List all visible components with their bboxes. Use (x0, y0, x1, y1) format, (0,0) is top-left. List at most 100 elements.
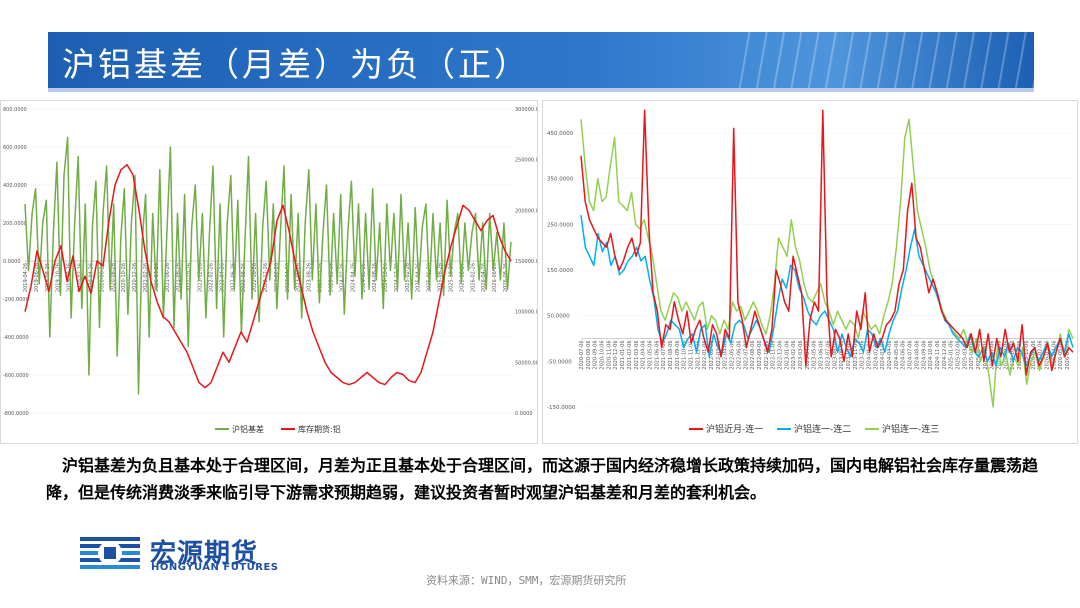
left-x-tick-3: 2019-10-26 (56, 263, 62, 292)
right-x-tick-27: 2022-10-06 (764, 341, 770, 370)
left-y-tick-8: -800.0000 (3, 411, 29, 417)
right-x-tick-68: 2026-03-06 (1045, 341, 1051, 370)
basis-chart-svg: 800.0000 600.0000 400.0000 200.0000 0.0000 -2… (3, 107, 548, 434)
left-x-tick-9: 2020-10-26 (121, 263, 127, 292)
right-x-tick-14: 2021-09-06 (675, 341, 681, 370)
left-y-tick-7: -600.0000 (3, 373, 29, 379)
left-x-tick-43: 2026-06-26 (492, 263, 498, 292)
right-x-tick-46: 2024-05-06 (894, 341, 900, 370)
left-legend-label-1: 库存期货:铝 (298, 424, 341, 434)
right-x-tick-28: 2022-11-06 (771, 341, 777, 370)
left-x-tick-41: 2026-02-26 (470, 263, 476, 292)
left-x-tick-17: 2022-02-26 (209, 263, 215, 292)
right-x-tick-42: 2024-01-06 (867, 341, 873, 370)
right-x-tick-21: 2022-04-06 (723, 341, 729, 370)
right-y-tick-3: 150000.0000 (515, 259, 537, 265)
right-x-tick-15: 2021-10-06 (682, 341, 688, 370)
left-x-tick-38: 2025-08-26 (438, 263, 444, 292)
right-y-tick-6: 0.0000 (515, 411, 533, 417)
right-x-tick-36: 2023-07-06 (825, 341, 831, 370)
left-y-tick-5: -200.0000 (3, 297, 29, 303)
right-x-tick-48: 2024-07-06 (908, 341, 914, 370)
left-x-tick-8: 2020-08-26 (110, 263, 116, 292)
right-x-tick-20: 2022-03-06 (716, 341, 722, 370)
left-legend-label-0: 沪铝基差 (232, 424, 264, 434)
right-chart-y-tick-6: -150.0000 (547, 405, 576, 411)
left-x-tick-33: 2024-10-26 (383, 263, 389, 292)
left-y-tick-4: 0.0000 (3, 259, 21, 265)
right-chart-y-tick-2: 250.0000 (547, 222, 574, 228)
left-y-tick-6: -400.0000 (3, 335, 29, 341)
right-x-tick-45: 2024-04-06 (887, 341, 893, 370)
left-x-tick-44: 2026-08-26 (503, 263, 509, 292)
right-y-tick-4: 100000.0000 (515, 310, 537, 316)
right-x-tick-19: 2022-02-06 (709, 341, 715, 370)
left-x-tick-31: 2024-06-26 (361, 263, 367, 292)
left-y-tick-1: 600.0000 (3, 145, 27, 151)
right-x-tick-7: 2021-02-06 (627, 341, 633, 370)
right-x-tick-52: 2024-11-06 (935, 341, 941, 370)
title-bar: 沪铝基差（月差）为负（正） (48, 32, 1034, 88)
right-x-tick-44: 2024-03-06 (880, 341, 886, 370)
left-x-tick-16: 2021-12-26 (198, 263, 204, 292)
left-x-tick-14: 2021-08-26 (176, 263, 182, 292)
right-x-tick-0: 2020-07-06 (579, 341, 585, 370)
right-y-tick-1: 250000.0000 (515, 158, 537, 164)
left-y-tick-3: 200.0000 (3, 221, 27, 227)
right-x-tick-55: 2025-02-06 (956, 341, 962, 370)
company-english-name: HONGYUAN FUTURES (151, 562, 279, 573)
right-x-tick-49: 2024-08-06 (914, 341, 920, 370)
spread-near-1-line (580, 109, 1074, 376)
spread-chart-svg: 450.0000 350.0000 250.0000 150.0000 50.0000 -… (547, 109, 1074, 435)
right-x-tick-16: 2021-11-06 (689, 341, 695, 370)
left-x-tick-21: 2022-10-26 (252, 263, 258, 292)
left-x-tick-35: 2025-02-26 (405, 263, 411, 292)
spread-chart: 450.0000 350.0000 250.0000 150.0000 50.0000 -… (542, 100, 1078, 444)
right-x-tick-69: 2026-04-06 (1051, 341, 1057, 370)
right-x-tick-40: 2023-11-06 (853, 341, 859, 370)
right-chart-y-tick-5: -50.0000 (547, 359, 572, 365)
right-x-tick-67: 2026-02-06 (1038, 341, 1044, 370)
company-logo (80, 537, 140, 569)
right-x-tick-29: 2022-12-06 (778, 341, 784, 370)
right-x-tick-13: 2021-08-06 (668, 341, 674, 370)
right-chart-y-tick-3: 150.0000 (547, 268, 574, 274)
left-x-tick-13: 2021-06-26 (165, 263, 171, 292)
right-y-tick-0: 300000.0000 (515, 107, 537, 113)
right-y-tick-2: 200000.0000 (515, 208, 537, 214)
left-y-tick-0: 800.0000 (3, 107, 27, 113)
title-decoration (734, 32, 1034, 88)
right-x-tick-26: 2022-09-06 (757, 341, 763, 370)
right-x-tick-56: 2025-03-06 (962, 341, 968, 370)
right-x-tick-31: 2023-02-06 (791, 341, 797, 370)
left-x-tick-42: 2026-04-26 (481, 263, 487, 292)
right-x-tick-54: 2025-01-06 (949, 341, 955, 370)
right-x-tick-47: 2024-06-06 (901, 341, 907, 370)
right-legend-label-2: 沪铝连一-连三 (882, 423, 939, 435)
right-x-tick-22: 2022-05-06 (730, 341, 736, 370)
right-x-tick-34: 2023-05-06 (812, 341, 818, 370)
left-x-tick-26: 2023-08-26 (307, 263, 313, 292)
right-x-tick-63: 2025-10-06 (1010, 341, 1016, 370)
left-x-tick-23: 2023-02-26 (274, 263, 280, 292)
data-source: 资料来源：WIND，SMM，宏源期货研究所 (426, 574, 627, 587)
right-x-tick-18: 2022-01-06 (702, 341, 708, 370)
left-x-tick-11: 2021-02-26 (143, 263, 149, 292)
right-x-tick-9: 2021-04-06 (641, 341, 647, 370)
right-chart-y-tick-0: 450.0000 (547, 131, 574, 137)
right-x-tick-37: 2023-08-06 (832, 341, 838, 370)
right-x-tick-12: 2021-07-06 (661, 341, 667, 370)
right-x-tick-25: 2022-08-06 (750, 341, 756, 370)
right-x-tick-8: 2021-03-06 (634, 341, 640, 370)
right-x-tick-57: 2025-04-06 (969, 341, 975, 370)
analysis-paragraph: 沪铝基差为负且基本处于合理区间，月差为正且基本处于合理区间，而这源于国内经济稳增… (46, 456, 1039, 502)
logo-emblem-icon (80, 537, 140, 569)
right-x-tick-70: 2026-05-06 (1058, 341, 1064, 370)
left-y-tick-2: 400.0000 (3, 183, 27, 189)
left-x-tick-30: 2024-04-26 (350, 263, 356, 292)
right-x-tick-35: 2023-06-06 (819, 341, 825, 370)
right-x-tick-1: 2020-08-06 (586, 341, 592, 370)
right-x-tick-23: 2022-06-06 (736, 341, 742, 370)
right-x-tick-65: 2025-12-06 (1024, 341, 1030, 370)
right-x-tick-41: 2023-12-06 (860, 341, 866, 370)
